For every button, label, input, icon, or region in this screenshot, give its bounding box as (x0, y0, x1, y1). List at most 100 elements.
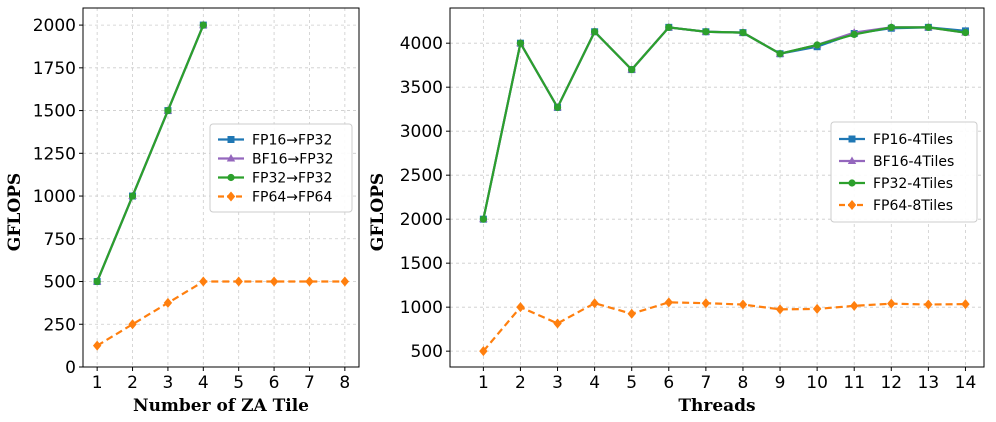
y-tick-label: 1000 (400, 298, 443, 318)
y-tick-label: 500 (44, 273, 76, 293)
data-point-0 (479, 346, 488, 357)
y-tick-label: 1500 (400, 254, 443, 274)
x-tick-label: 10 (806, 373, 828, 393)
data-point-1 (128, 319, 137, 330)
y-tick-label: 1250 (33, 144, 76, 164)
y-axis-label: GFLOPS (5, 173, 25, 251)
y-tick-label: 2500 (400, 166, 443, 186)
data-point-10 (850, 30, 858, 38)
data-point-4 (627, 308, 636, 319)
y-tick-label: 2000 (33, 16, 76, 36)
y-tick-label: 4000 (400, 34, 443, 54)
chart-right: Threads GFLOPS 1 2 3 4 5 6 7 8 9 10 11 12 13 14500100… (368, 7, 985, 416)
data-point-legend (227, 173, 235, 182)
data-point-1 (128, 192, 137, 200)
data-point-6 (702, 28, 710, 36)
data-point-5 (664, 297, 673, 308)
data-point-3 (591, 28, 599, 36)
y-axis-label: GFLOPS (368, 173, 388, 251)
data-point-legend (848, 179, 856, 187)
data-point-0 (479, 215, 487, 223)
x-tick-label: 11 (843, 373, 865, 393)
data-point-13 (961, 299, 970, 310)
data-point-0 (92, 340, 102, 351)
data-point-legend (226, 191, 236, 202)
series-FP32→FP32 (93, 21, 207, 286)
x-tick-label: 8 (738, 373, 749, 393)
plot-frame (449, 7, 985, 368)
x-tick-label: 7 (700, 373, 711, 393)
x-tick-label: 3 (552, 373, 563, 393)
legend-label: FP64-8Tiles (873, 198, 953, 214)
series-line (482, 26, 966, 220)
data-point-3 (199, 21, 207, 29)
data-point-5 (665, 23, 673, 31)
legend: FP16-4Tiles BF16-4Tiles FP32-4Tiles FP64-8T… (830, 121, 978, 223)
x-tick-label: 2 (127, 373, 138, 393)
x-tick-label: 7 (304, 373, 315, 393)
legend-label: FP64→FP64 (252, 190, 332, 206)
legend-label: FP16→FP32 (252, 133, 332, 149)
plot-frame (82, 7, 360, 368)
x-tick-label: 4 (589, 373, 600, 393)
data-point-7 (739, 29, 747, 37)
data-point-legend (227, 136, 235, 143)
x-tick-label: 5 (626, 373, 637, 393)
data-point-10 (850, 300, 859, 311)
data-point-legend (847, 200, 857, 210)
data-point-1 (516, 39, 525, 47)
data-point-4 (234, 276, 243, 287)
y-tick-label: 2000 (400, 210, 443, 230)
x-tick-label: 14 (955, 373, 977, 393)
x-tick-label: 3 (163, 373, 174, 393)
data-point-11 (887, 23, 895, 31)
data-point-3 (199, 276, 208, 287)
legend-label: BF16→FP32 (252, 152, 334, 168)
data-point-7 (738, 299, 748, 310)
y-tick-label: 1000 (33, 187, 76, 207)
data-point-2 (553, 103, 562, 112)
data-point-2 (163, 297, 173, 308)
series-FP32-4Tiles (479, 23, 970, 223)
x-tick-label: 13 (918, 373, 940, 393)
data-point-4 (628, 65, 636, 74)
data-point-legend (848, 135, 856, 143)
data-point-8 (775, 304, 785, 315)
data-point-12 (924, 23, 932, 31)
x-tick-label: 4 (198, 373, 209, 393)
legend: FP16→FP32 BF16→FP32 FP32→FP32 FP64→FP64 (209, 123, 353, 213)
series-FP64→FP64 (92, 276, 350, 351)
data-point-legend (226, 154, 236, 162)
y-tick-label: 1500 (33, 102, 76, 122)
x-tick-label: 9 (775, 373, 786, 393)
data-point-5 (269, 276, 279, 287)
x-axis-label: Threads (678, 396, 755, 416)
data-point-7 (340, 276, 350, 287)
x-tick-label: 8 (339, 373, 350, 393)
x-tick-label: 2 (515, 373, 526, 393)
legend-box (209, 123, 353, 213)
data-point-9 (813, 41, 821, 49)
y-tick-label: 3500 (400, 78, 443, 98)
data-point-6 (701, 298, 711, 309)
x-tick-label: 1 (92, 373, 103, 393)
data-point-11 (887, 298, 896, 309)
x-tick-label: 5 (233, 373, 244, 393)
data-point-2 (553, 318, 562, 329)
legend-label: FP32→FP32 (252, 171, 332, 187)
series-FP64-8Tiles (479, 297, 970, 357)
x-tick-label: 1 (478, 373, 489, 393)
legend-box (830, 121, 978, 223)
chart-left: Number of ZA Tile GFLOPS 1 2 3 4 5 6 7 8 0 250 500… (5, 7, 360, 416)
series-line (482, 301, 966, 352)
series-line (96, 24, 205, 282)
y-tick-label: 3000 (400, 122, 443, 142)
data-point-8 (776, 50, 784, 58)
legend-label: BF16-4Tiles (873, 154, 954, 170)
x-tick-label: 12 (880, 373, 902, 393)
y-tick-label: 500 (411, 342, 443, 362)
x-tick-label: 6 (269, 373, 280, 393)
data-point-12 (924, 299, 933, 310)
legend-label: FP16-4Tiles (873, 132, 953, 148)
